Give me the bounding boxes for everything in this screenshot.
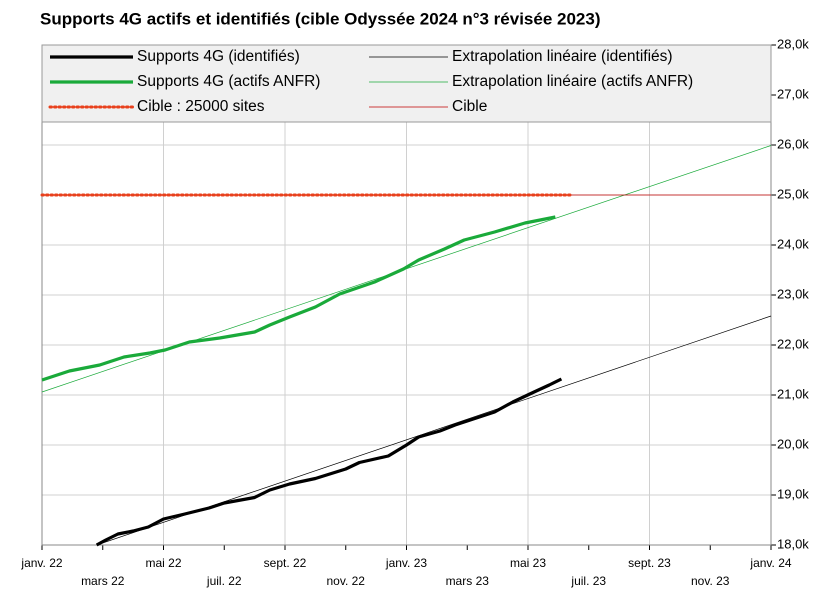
legend: Supports 4G (identifiés) Extrapolation li… bbox=[41, 44, 772, 123]
legend-label: Cible : 25000 sites bbox=[137, 98, 265, 115]
x-tick-label: sept. 22 bbox=[264, 556, 307, 570]
x-tick-label: nov. 22 bbox=[327, 574, 366, 588]
y-tick-label: 21,0k bbox=[777, 386, 809, 401]
x-tick-label: nov. 23 bbox=[691, 574, 730, 588]
y-tick-label: 22,0k bbox=[777, 336, 809, 351]
y-tick-label: 20,0k bbox=[777, 436, 809, 451]
y-tick-label: 28,0k bbox=[777, 36, 809, 51]
legend-label: Supports 4G (actifs ANFR) bbox=[137, 73, 320, 90]
x-tick-label: juil. 22 bbox=[206, 574, 242, 588]
x-tick-label: mai 22 bbox=[145, 556, 181, 570]
legend-box bbox=[41, 44, 772, 123]
legend-label: Cible bbox=[452, 98, 487, 115]
y-tick-label: 26,0k bbox=[777, 136, 809, 151]
y-tick-label: 18,0k bbox=[777, 536, 809, 551]
x-tick-label: mars 23 bbox=[446, 574, 490, 588]
y-tick-label: 24,0k bbox=[777, 236, 809, 251]
x-tick-label: mars 22 bbox=[81, 574, 125, 588]
y-tick-label: 27,0k bbox=[777, 86, 809, 101]
x-tick-label: janv. 23 bbox=[385, 556, 427, 570]
x-tick-label: janv. 22 bbox=[20, 556, 62, 570]
legend-label: Supports 4G (identifiés) bbox=[137, 48, 300, 65]
series-line bbox=[41, 215, 556, 382]
series-line bbox=[95, 377, 563, 547]
y-tick-label: 25,0k bbox=[777, 186, 809, 201]
legend-label: Extrapolation linéaire (identifiés) bbox=[452, 48, 673, 65]
x-tick-label: janv. 24 bbox=[749, 556, 791, 570]
chart-title: Supports 4G actifs et identifiés (cible … bbox=[40, 9, 601, 28]
legend-label: Extrapolation linéaire (actifs ANFR) bbox=[452, 73, 693, 90]
x-tick-label: mai 23 bbox=[510, 556, 546, 570]
x-tick-label: sept. 23 bbox=[628, 556, 671, 570]
y-tick-label: 19,0k bbox=[777, 486, 809, 501]
x-tick-label: juil. 23 bbox=[570, 574, 606, 588]
y-tick-label: 23,0k bbox=[777, 286, 809, 301]
